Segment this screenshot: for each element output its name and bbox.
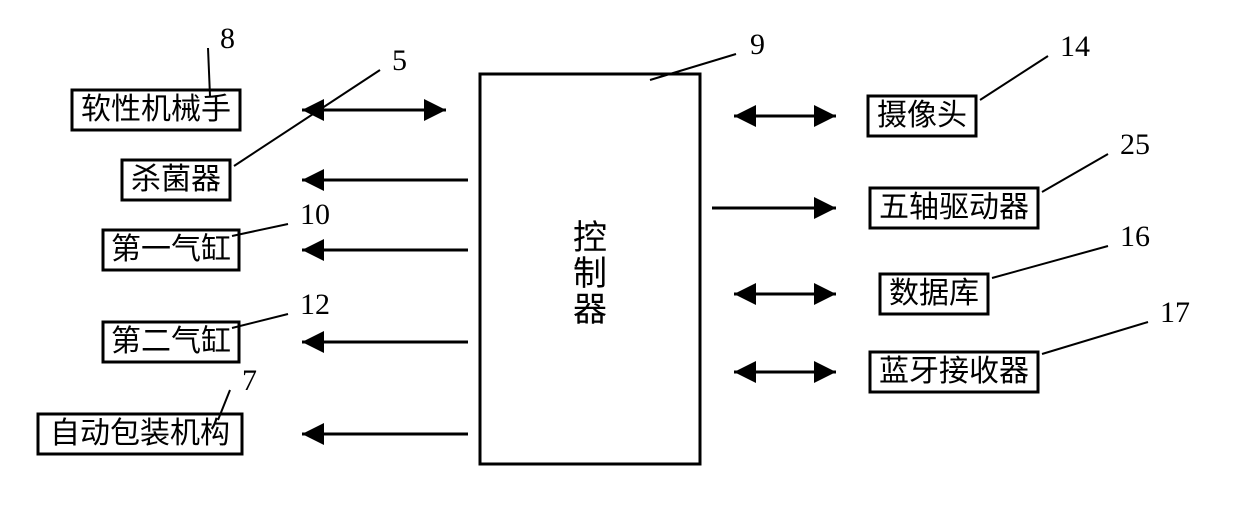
- node-cylinder-2-label: 第二气缸: [111, 325, 231, 358]
- node-camera-label: 摄像头: [877, 99, 967, 132]
- controller-label-char: 制: [573, 256, 607, 293]
- num-sterilizer: 5: [392, 44, 407, 77]
- node-soft-manipulator-label: 软性机械手: [81, 93, 231, 126]
- node-database-label: 数据库: [889, 277, 979, 310]
- num-cylinder-1: 10: [300, 198, 330, 231]
- num-database: 16: [1120, 220, 1150, 253]
- num-bt-receiver: 17: [1160, 296, 1190, 329]
- leader-five-axis-driver: [1042, 154, 1108, 192]
- node-bt-receiver-label: 蓝牙接收器: [879, 355, 1029, 388]
- num-cylinder-2: 12: [300, 288, 330, 321]
- leader-sterilizer: [234, 70, 380, 166]
- leader-camera: [980, 56, 1048, 100]
- controller-label-char: 器: [573, 292, 607, 329]
- leader-bt-receiver: [1042, 322, 1148, 354]
- controller-leader: [650, 54, 736, 80]
- controller-label-char: 控: [573, 219, 607, 257]
- leader-database: [992, 246, 1108, 278]
- node-cylinder-1-label: 第一气缸: [111, 233, 231, 266]
- num-soft-manipulator: 8: [220, 22, 235, 55]
- node-sterilizer-label: 杀菌器: [131, 163, 221, 196]
- num-camera: 14: [1060, 30, 1090, 63]
- node-auto-packing-label: 自动包装机构: [50, 417, 230, 450]
- num-five-axis-driver: 25: [1120, 128, 1150, 161]
- controller-number: 9: [750, 28, 765, 61]
- num-auto-packing: 7: [242, 364, 257, 397]
- node-five-axis-driver-label: 五轴驱动器: [879, 191, 1029, 224]
